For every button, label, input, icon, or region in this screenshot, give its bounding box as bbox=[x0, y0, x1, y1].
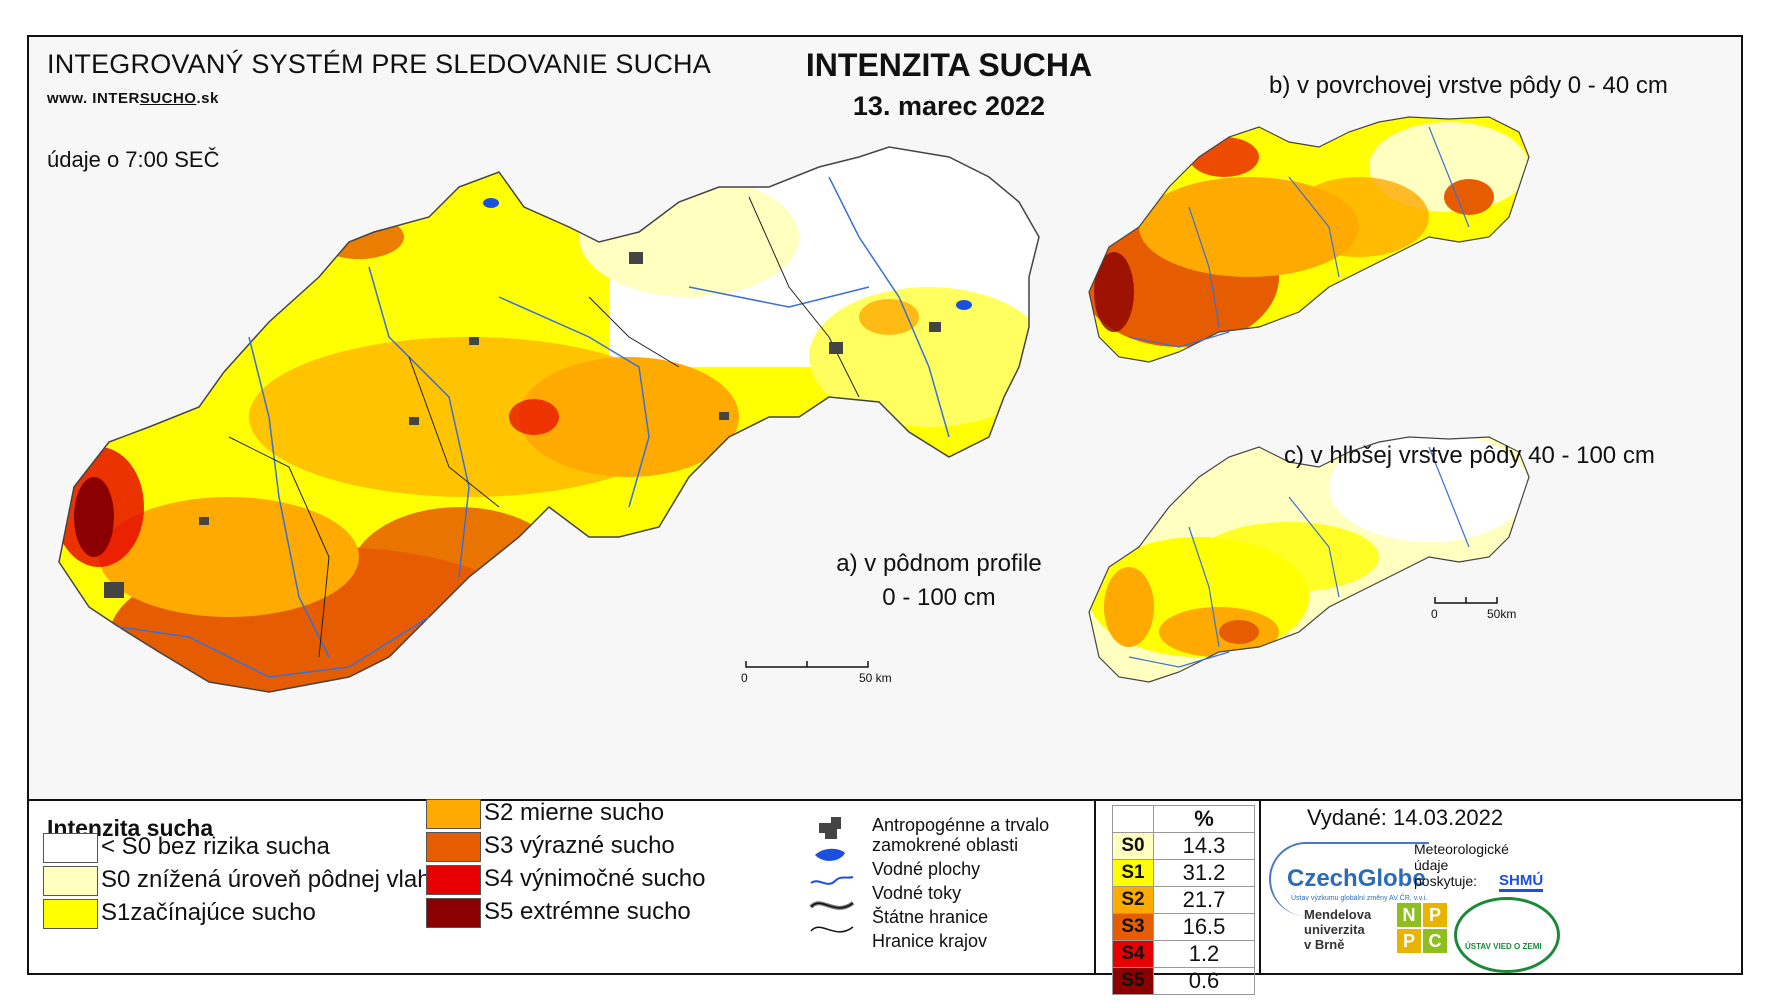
website-link[interactable]: www. INTERSUCHO.sk bbox=[47, 90, 219, 107]
mendel-line1: Mendelova bbox=[1304, 907, 1372, 922]
mendel-logo: Mendelova univerzita v Brně bbox=[1304, 907, 1371, 952]
drought-stats-table: % S0 14.3 S1 31.2 S2 21.7 S3 16.5 S4 1.2 S5 0.6 bbox=[1112, 805, 1255, 995]
legend-swatch bbox=[426, 898, 481, 928]
map-c-label: c) v hlbšej vrstve pôdy 40 - 100 cm bbox=[1284, 442, 1655, 469]
stats-code: S3 bbox=[1112, 913, 1154, 941]
stats-value: 14.3 bbox=[1153, 832, 1255, 860]
legend-swatch bbox=[426, 865, 481, 895]
stats-value: 0.6 bbox=[1153, 967, 1255, 995]
legend-swatch bbox=[426, 832, 481, 862]
npc-letter: N bbox=[1397, 903, 1421, 927]
legend-swatch bbox=[43, 899, 98, 929]
table-row: S0 14.3 bbox=[1112, 832, 1255, 860]
mendel-line3: v Brně bbox=[1304, 937, 1345, 952]
region-borders-label: Hranice krajov bbox=[872, 931, 988, 951]
legend-swatch bbox=[426, 799, 481, 829]
main-title: INTENZITA SUCHA bbox=[805, 47, 1093, 83]
scale-bar-main bbox=[745, 661, 869, 668]
mendel-line2: univerzita bbox=[1304, 922, 1365, 937]
observation-time: údaje o 7:00 SEČ bbox=[47, 147, 220, 172]
legend-class-label: S3 výrazné sucho bbox=[484, 832, 675, 859]
table-row: S3 16.5 bbox=[1112, 913, 1255, 941]
map-area: INTEGROVANÝ SYSTÉM PRE SLEDOVANIE SUCHA … bbox=[29, 37, 1741, 801]
map-a-label-line2: 0 - 100 cm bbox=[882, 584, 996, 611]
map-frame: INTEGROVANÝ SYSTÉM PRE SLEDOVANIE SUCHA … bbox=[27, 35, 1743, 995]
legend-class-label: < S0 bez rizika sucha bbox=[101, 833, 330, 860]
system-title: INTEGROVANÝ SYSTÉM PRE SLEDOVANIE SUCHA bbox=[47, 49, 711, 79]
anthropogenic-icon bbox=[819, 817, 841, 839]
map-a-water-bodies bbox=[483, 198, 972, 310]
website-underline: SUCHO bbox=[139, 90, 197, 107]
map-b-rivers bbox=[1128, 126, 1470, 348]
npc-letter: P bbox=[1397, 929, 1421, 953]
map-a-rivers bbox=[118, 176, 950, 678]
symbol-icons bbox=[809, 817, 855, 933]
stats-header-empty bbox=[1112, 805, 1154, 833]
anthropogenic-label: Antropogénne a trvalo zamokrené oblasti bbox=[872, 815, 1049, 855]
website-prefix: www. INTER bbox=[47, 90, 140, 107]
stats-value: 31.2 bbox=[1153, 859, 1255, 887]
legend-swatch bbox=[43, 866, 98, 896]
map-a-fill bbox=[59, 147, 1039, 692]
state-borders-label: Štátne hranice bbox=[872, 907, 989, 927]
table-row: S2 21.7 bbox=[1112, 886, 1255, 914]
legend-class-label: S1začínajúce sucho bbox=[101, 899, 316, 926]
table-row: S1 31.2 bbox=[1112, 859, 1255, 887]
uvz-text: ÚSTAV VIED O ZEMI bbox=[1465, 942, 1542, 951]
czechglobe-logo bbox=[1269, 842, 1429, 916]
water-bodies-label: Vodné plochy bbox=[872, 859, 981, 879]
stats-value: 21.7 bbox=[1153, 886, 1255, 914]
scale-small-end: 50km bbox=[1487, 607, 1517, 621]
shmu-logo: SHMÚ bbox=[1499, 872, 1544, 892]
scale-main-end: 50 km bbox=[859, 671, 892, 685]
stats-code: S4 bbox=[1112, 940, 1154, 968]
npc-letter: C bbox=[1423, 929, 1447, 953]
drought-maps bbox=[58, 116, 1530, 693]
legend-swatch bbox=[43, 833, 98, 863]
map-c-rivers bbox=[1128, 446, 1470, 668]
water-courses-label: Vodné toky bbox=[872, 883, 962, 903]
stats-value: 16.5 bbox=[1153, 913, 1255, 941]
stats-code: S0 bbox=[1112, 832, 1154, 860]
uvz-logo bbox=[1454, 897, 1560, 973]
website-suffix: .sk bbox=[196, 90, 219, 107]
scale-main-zero: 0 bbox=[741, 671, 748, 685]
map-a-label-line1: a) v pôdnom profile bbox=[836, 550, 1042, 577]
stats-code: S5 bbox=[1112, 967, 1154, 995]
meteo-line2: údaje bbox=[1414, 857, 1449, 873]
map-b-label: b) v povrchovej vrstve pôdy 0 - 40 cm bbox=[1269, 72, 1668, 99]
meteo-line3: poskytuje: bbox=[1414, 873, 1478, 889]
meteo-line1: Meteorologické bbox=[1414, 841, 1509, 857]
map-a-region-borders bbox=[228, 196, 860, 658]
issued-date: Vydané: 14.03.2022 bbox=[1307, 805, 1504, 830]
table-row: S4 1.2 bbox=[1112, 940, 1255, 968]
legend-class-label: S4 výnimočné sucho bbox=[484, 865, 706, 892]
stats-header: % bbox=[1153, 805, 1255, 833]
czechglobe-subtitle: Ústav výzkumu globální změny AV ČR, v.v.… bbox=[1291, 895, 1428, 902]
stats-code: S2 bbox=[1112, 886, 1154, 914]
anthropogenic-label-line2: zamokrené oblasti bbox=[872, 835, 1019, 855]
stats-value: 1.2 bbox=[1153, 940, 1255, 968]
anthropogenic-label-line1: Antropogénne a trvalo bbox=[872, 815, 1050, 835]
legend-class-label: S2 mierne sucho bbox=[484, 799, 665, 826]
table-row: S5 0.6 bbox=[1112, 967, 1255, 995]
stats-header-row: % bbox=[1112, 805, 1255, 833]
npc-letter: P bbox=[1423, 903, 1447, 927]
stats-code: S1 bbox=[1112, 859, 1154, 887]
map-a-label: a) v pôdnom profile 0 - 100 cm bbox=[799, 547, 1079, 615]
czechglobe-name: CzechGlobe bbox=[1287, 865, 1426, 892]
map-b-fill bbox=[1089, 117, 1529, 362]
legend-class-label: S0 znížená úroveň pôdnej vlahy bbox=[101, 866, 443, 893]
map-a-anthropogenic-areas bbox=[104, 252, 941, 598]
meteo-provider: Meteorologické údaje poskytuje: bbox=[1414, 841, 1509, 889]
divider bbox=[1094, 799, 1096, 975]
scale-small-zero: 0 bbox=[1431, 607, 1438, 621]
main-date: 13. marec 2022 bbox=[852, 91, 1046, 121]
water-course-icon bbox=[810, 876, 854, 885]
scale-bar-small bbox=[1434, 597, 1498, 604]
water-body-icon bbox=[815, 848, 845, 861]
region-border-icon bbox=[810, 926, 854, 933]
divider bbox=[1259, 799, 1261, 975]
legend-class-label: S5 extrémne sucho bbox=[484, 898, 691, 925]
